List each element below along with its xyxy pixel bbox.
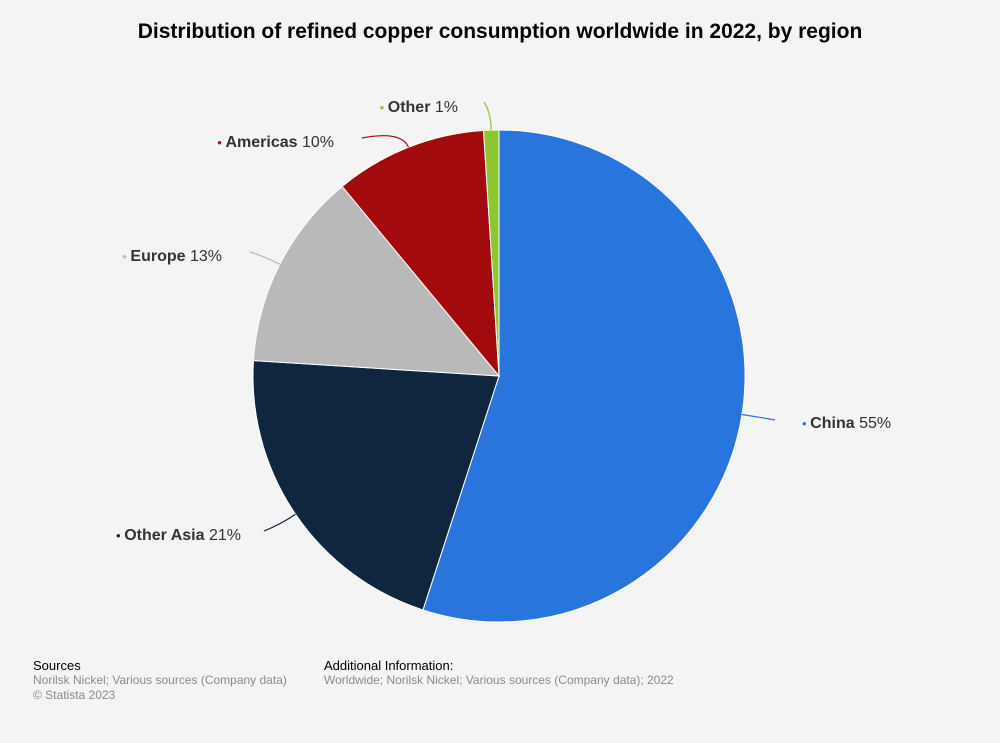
leader-line-other-asia	[263, 513, 296, 532]
slice-label-name: Other	[388, 99, 435, 116]
copyright-text[interactable]: © Statista 2023	[33, 688, 116, 702]
slice-labels: • China 55%• Other Asia 21%• Europe 13%•…	[116, 99, 891, 544]
sources-block: Sources Norilsk Nickel; Various sources …	[33, 658, 287, 703]
pie-slice-europe[interactable]	[252, 185, 501, 377]
leader-line-china	[741, 413, 776, 421]
slice-label-other: • Other 1%	[380, 99, 458, 116]
slice-label-europe: • Europe 13%	[122, 248, 222, 265]
pie-slice-americas[interactable]	[341, 129, 500, 378]
pie-slice-other[interactable]	[483, 129, 500, 377]
legend-bullet: •	[217, 135, 225, 150]
leader-line-other	[483, 101, 492, 131]
slice-label-name: Europe	[130, 248, 190, 265]
sources-heading: Sources	[33, 658, 81, 673]
slice-label-other-asia: • Other Asia 21%	[116, 527, 241, 544]
chart-title: Distribution of refined copper consumpti…	[137, 20, 863, 43]
legend-bullet: •	[802, 416, 810, 431]
slice-label-value: 13%	[190, 248, 222, 265]
pie-slices	[252, 129, 746, 623]
leader-lines	[249, 101, 776, 532]
slice-label-value: 21%	[209, 527, 241, 544]
legend-bullet: •	[122, 249, 130, 264]
legend-bullet: •	[380, 100, 388, 115]
slice-label-value: 1%	[435, 99, 458, 116]
slice-label-china: • China 55%	[802, 415, 891, 432]
slice-label-value: 10%	[302, 134, 334, 151]
sources-text: Norilsk Nickel; Various sources (Company…	[33, 673, 287, 687]
legend-bullet: •	[116, 528, 124, 543]
slice-label-name: Americas	[225, 134, 302, 151]
pie-slice-china[interactable]	[422, 129, 746, 623]
slice-label-value: 55%	[859, 415, 891, 432]
pie-slice-other-asia[interactable]	[252, 360, 500, 611]
additional-info-text: Worldwide; Norilsk Nickel; Various sourc…	[324, 673, 674, 687]
additional-info-block: Additional Information: Worldwide; Noril…	[324, 658, 674, 688]
leader-line-americas	[361, 135, 409, 148]
leader-line-europe	[249, 251, 281, 265]
additional-info-heading: Additional Information:	[324, 658, 454, 673]
slice-label-name: China	[810, 415, 859, 432]
slice-label-name: Other Asia	[124, 527, 209, 544]
slice-label-americas: • Americas 10%	[217, 134, 334, 151]
